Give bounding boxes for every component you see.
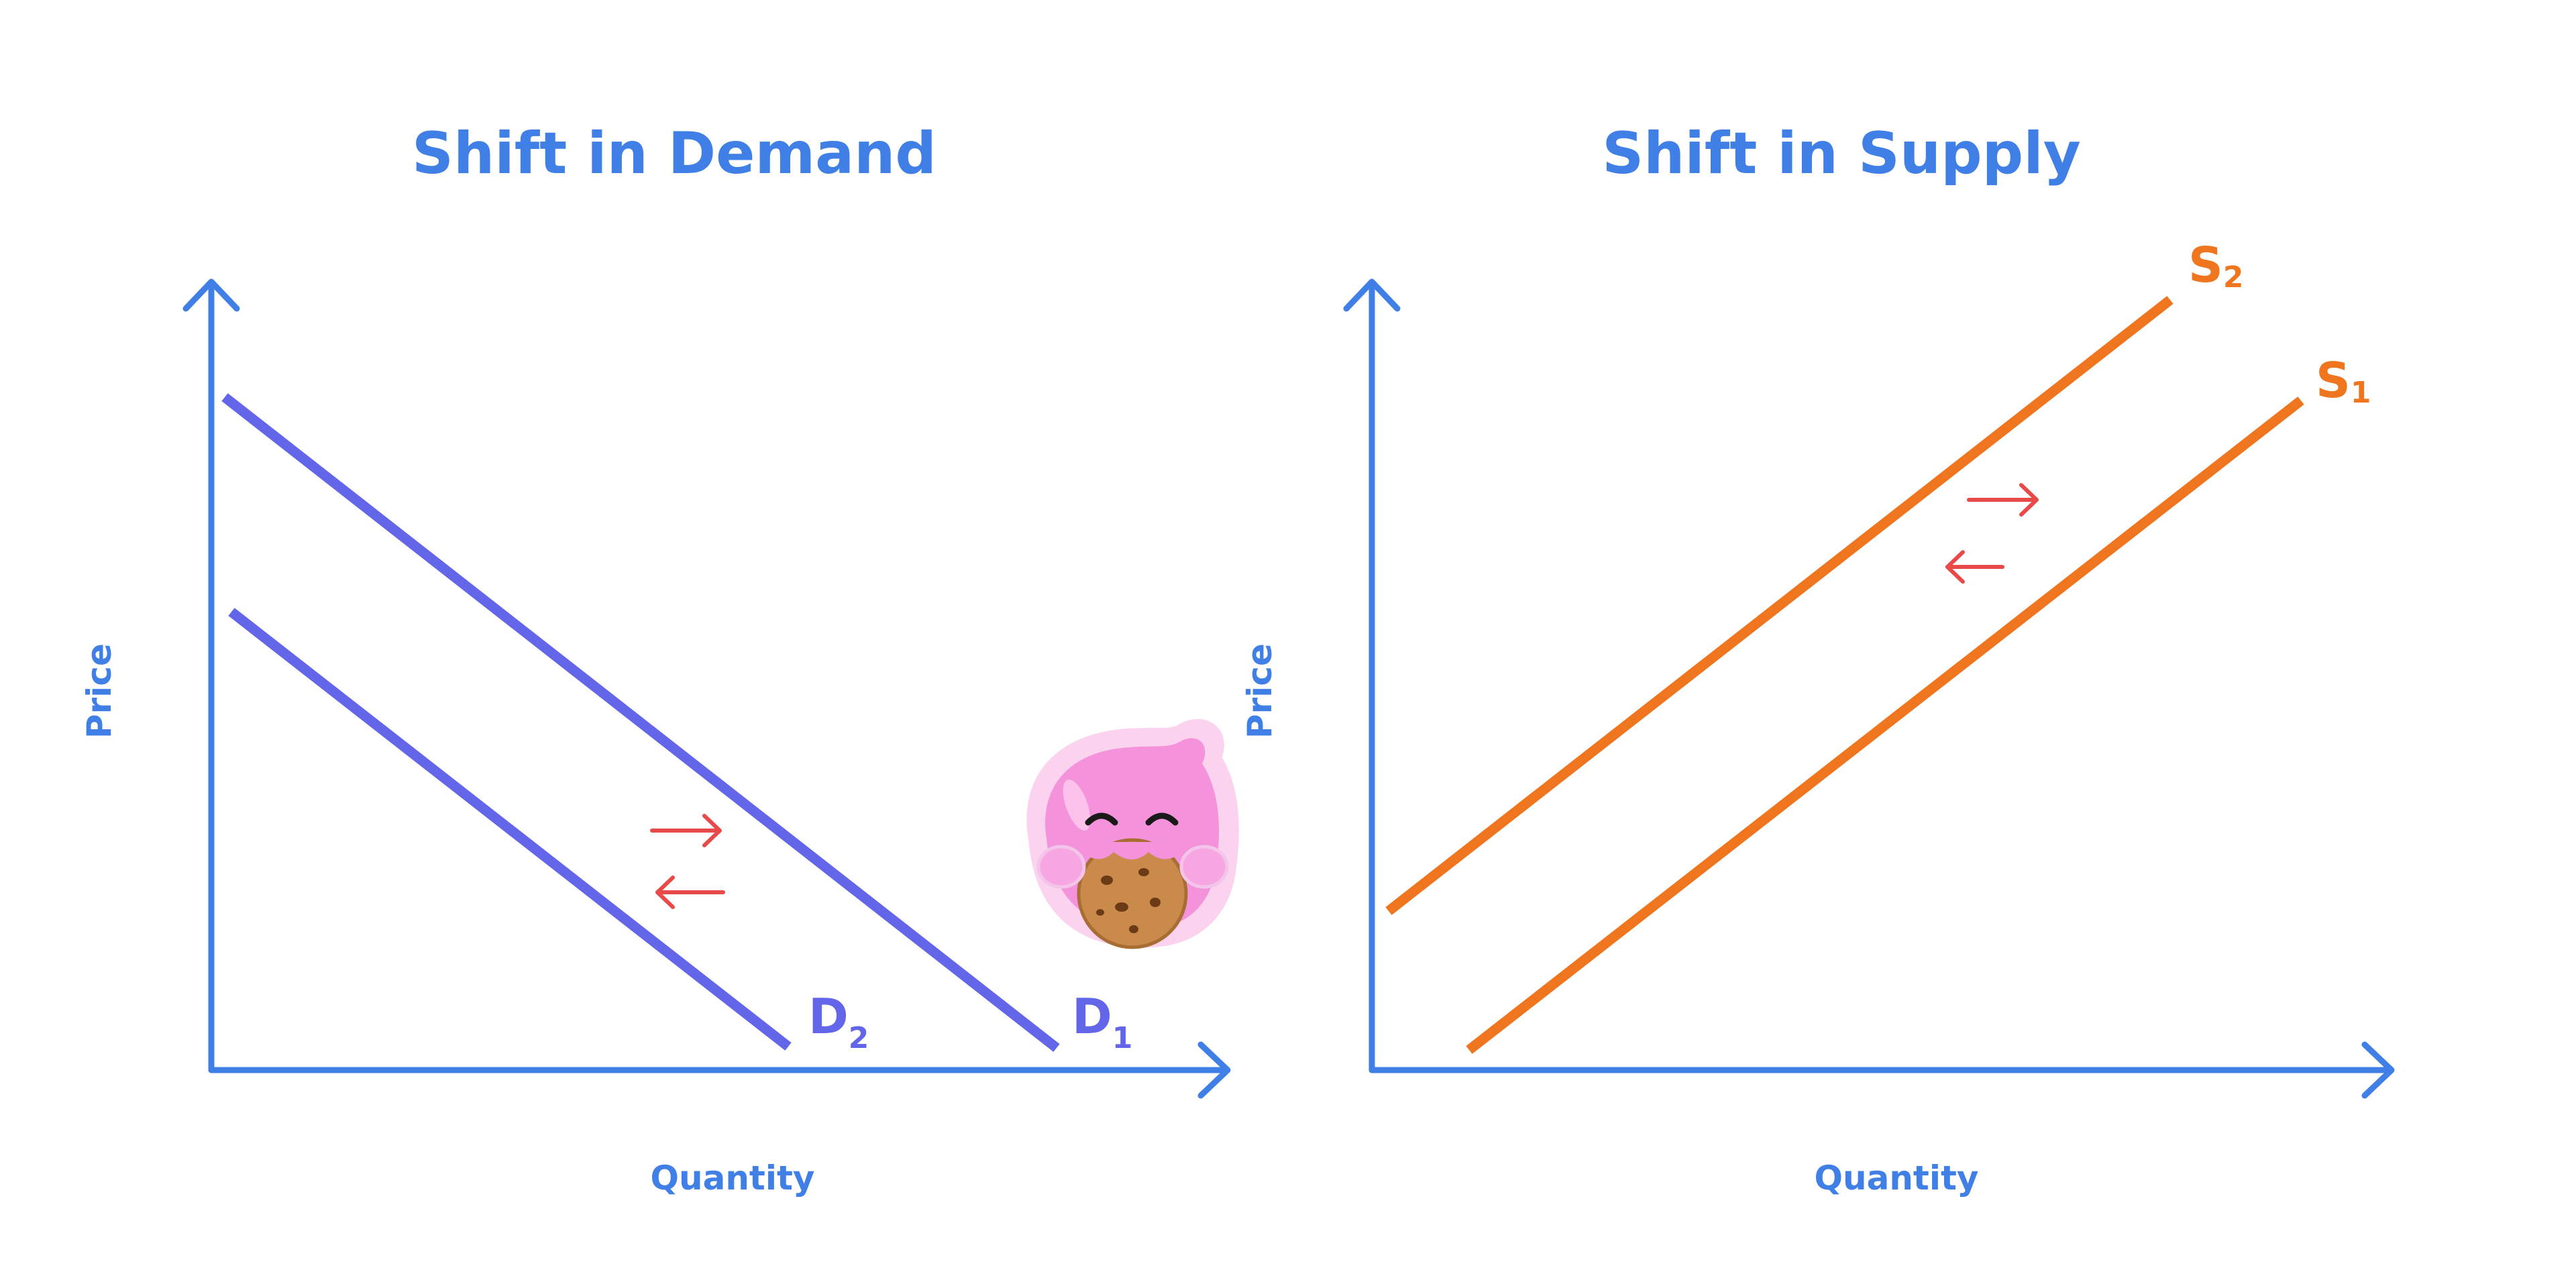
supply-x-axis-label: Quantity: [1815, 1159, 1979, 1198]
demand-x-axis-label: Quantity: [651, 1159, 815, 1198]
supply-x-axis-arrowhead: [2361, 1041, 2395, 1099]
demand-x-axis-arrowhead: [1197, 1041, 1231, 1099]
supply-shift-right-arrow-icon: [1967, 483, 2039, 517]
demand-y-axis-label: Price: [80, 643, 119, 739]
supply-shift-left-arrow-icon: [1945, 550, 2004, 584]
supply-axes: [1343, 278, 2395, 1099]
supply-curve-s2-label: S2: [2188, 237, 2243, 295]
supply-panel-title: Shift in Supply: [1602, 120, 2081, 187]
pink-mascot-eating-cookie-icon: [1026, 719, 1239, 949]
demand-curve-d2: [228, 608, 792, 1051]
supply-curve-s1: [1466, 396, 2304, 1054]
demand-shift-right-arrow-icon: [650, 814, 722, 847]
demand-curve-d1-label: D1: [1072, 988, 1132, 1055]
supply-y-axis-arrowhead: [1343, 278, 1401, 312]
demand-shift-left-arrow-icon: [655, 876, 725, 909]
demand-y-axis-arrowhead: [182, 278, 240, 312]
demand-panel: Shift in Demand Price Quantity D2 D1: [80, 120, 1231, 1198]
demand-panel-title: Shift in Demand: [412, 120, 936, 187]
demand-curve-d2-label: D2: [808, 988, 869, 1055]
supply-panel: Shift in Supply Price Quantity S2 S1: [1240, 120, 2395, 1198]
supply-curve-s2: [1385, 296, 2174, 915]
demand-curve-d1: [221, 393, 1060, 1052]
supply-curve-s1-label: S1: [2316, 352, 2371, 410]
supply-y-axis-label: Price: [1240, 643, 1279, 739]
demand-axes: [182, 278, 1231, 1099]
